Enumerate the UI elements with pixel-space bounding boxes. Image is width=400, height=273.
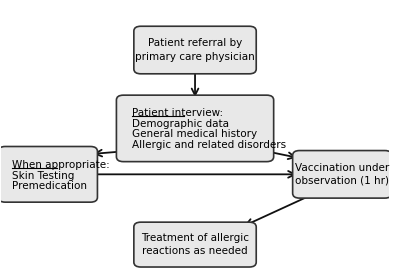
Text: Vaccination under
observation (1 hr): Vaccination under observation (1 hr)	[295, 163, 389, 186]
Text: When appropriate:: When appropriate:	[12, 160, 110, 170]
Text: Skin Testing: Skin Testing	[12, 171, 75, 181]
Text: Patient interview:: Patient interview:	[132, 108, 223, 118]
FancyBboxPatch shape	[0, 147, 98, 202]
FancyBboxPatch shape	[116, 95, 274, 162]
Text: Patient referral by
primary care physician: Patient referral by primary care physici…	[135, 38, 255, 62]
Text: Premedication: Premedication	[12, 182, 87, 191]
Text: General medical history: General medical history	[132, 129, 257, 139]
FancyBboxPatch shape	[134, 26, 256, 74]
Text: Allergic and related disorders: Allergic and related disorders	[132, 140, 286, 150]
Text: Demographic data: Demographic data	[132, 118, 229, 129]
FancyBboxPatch shape	[293, 150, 392, 198]
Text: Treatment of allergic
reactions as needed: Treatment of allergic reactions as neede…	[141, 233, 249, 256]
FancyBboxPatch shape	[134, 222, 256, 267]
